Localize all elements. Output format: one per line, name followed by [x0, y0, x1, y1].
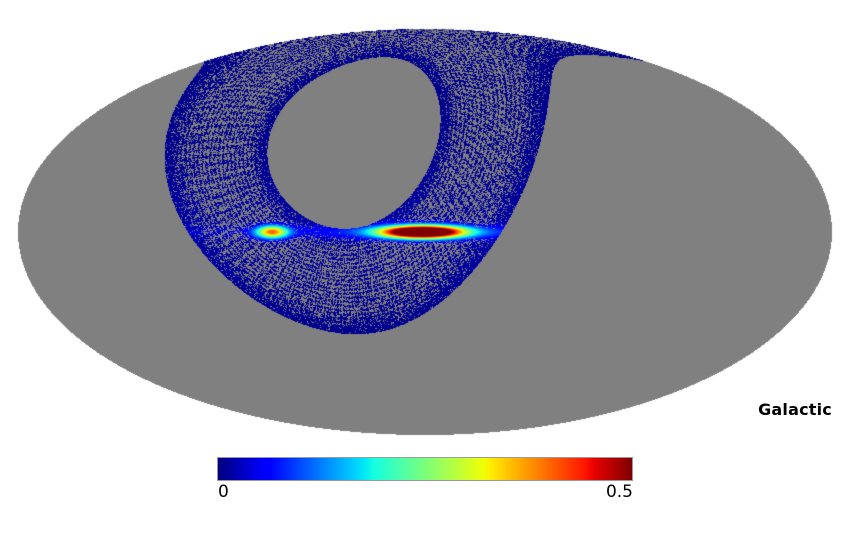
colorbar-max-label: 0.5	[605, 482, 633, 502]
colorbar-gradient-canvas	[218, 458, 632, 480]
colorbar-min-label: 0	[218, 482, 229, 502]
colorbar-tick-labels: 0 0.5	[217, 482, 633, 508]
colorbar-gradient	[217, 457, 633, 481]
colorbar: 0 0.5	[217, 457, 633, 508]
coordinate-system-label: Galactic	[758, 400, 832, 419]
